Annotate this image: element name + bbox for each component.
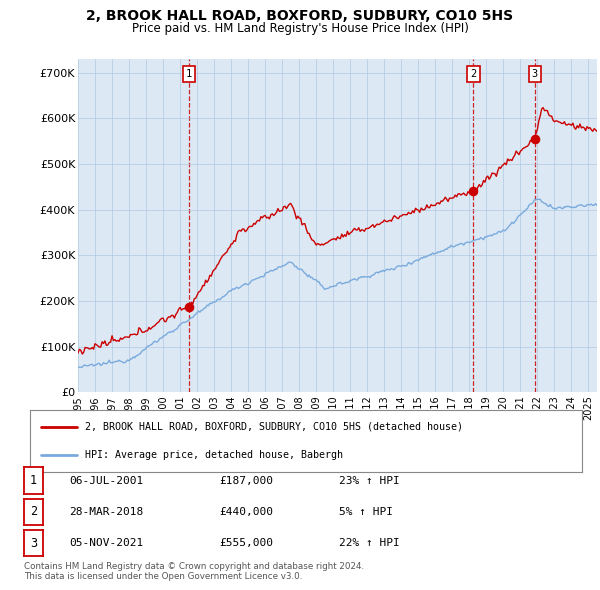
Point bbox=[184, 302, 194, 312]
Text: 1: 1 bbox=[185, 69, 192, 79]
Text: 22% ↑ HPI: 22% ↑ HPI bbox=[339, 538, 400, 548]
Text: 5% ↑ HPI: 5% ↑ HPI bbox=[339, 507, 393, 517]
Text: £555,000: £555,000 bbox=[219, 538, 273, 548]
Text: 2: 2 bbox=[30, 505, 37, 519]
Point bbox=[469, 186, 478, 196]
Text: 2, BROOK HALL ROAD, BOXFORD, SUDBURY, CO10 5HS (detached house): 2, BROOK HALL ROAD, BOXFORD, SUDBURY, CO… bbox=[85, 422, 463, 432]
Text: 2: 2 bbox=[470, 69, 476, 79]
Text: 3: 3 bbox=[532, 69, 538, 79]
Text: Contains HM Land Registry data © Crown copyright and database right 2024.
This d: Contains HM Land Registry data © Crown c… bbox=[24, 562, 364, 581]
Text: 2, BROOK HALL ROAD, BOXFORD, SUDBURY, CO10 5HS: 2, BROOK HALL ROAD, BOXFORD, SUDBURY, CO… bbox=[86, 9, 514, 23]
Point bbox=[530, 134, 539, 143]
Text: £187,000: £187,000 bbox=[219, 476, 273, 486]
Text: HPI: Average price, detached house, Babergh: HPI: Average price, detached house, Babe… bbox=[85, 450, 343, 460]
Text: 1: 1 bbox=[30, 474, 37, 487]
Text: 28-MAR-2018: 28-MAR-2018 bbox=[69, 507, 143, 517]
Text: Price paid vs. HM Land Registry's House Price Index (HPI): Price paid vs. HM Land Registry's House … bbox=[131, 22, 469, 35]
Text: £440,000: £440,000 bbox=[219, 507, 273, 517]
Text: 3: 3 bbox=[30, 536, 37, 550]
Text: 06-JUL-2001: 06-JUL-2001 bbox=[69, 476, 143, 486]
Text: 05-NOV-2021: 05-NOV-2021 bbox=[69, 538, 143, 548]
Text: 23% ↑ HPI: 23% ↑ HPI bbox=[339, 476, 400, 486]
